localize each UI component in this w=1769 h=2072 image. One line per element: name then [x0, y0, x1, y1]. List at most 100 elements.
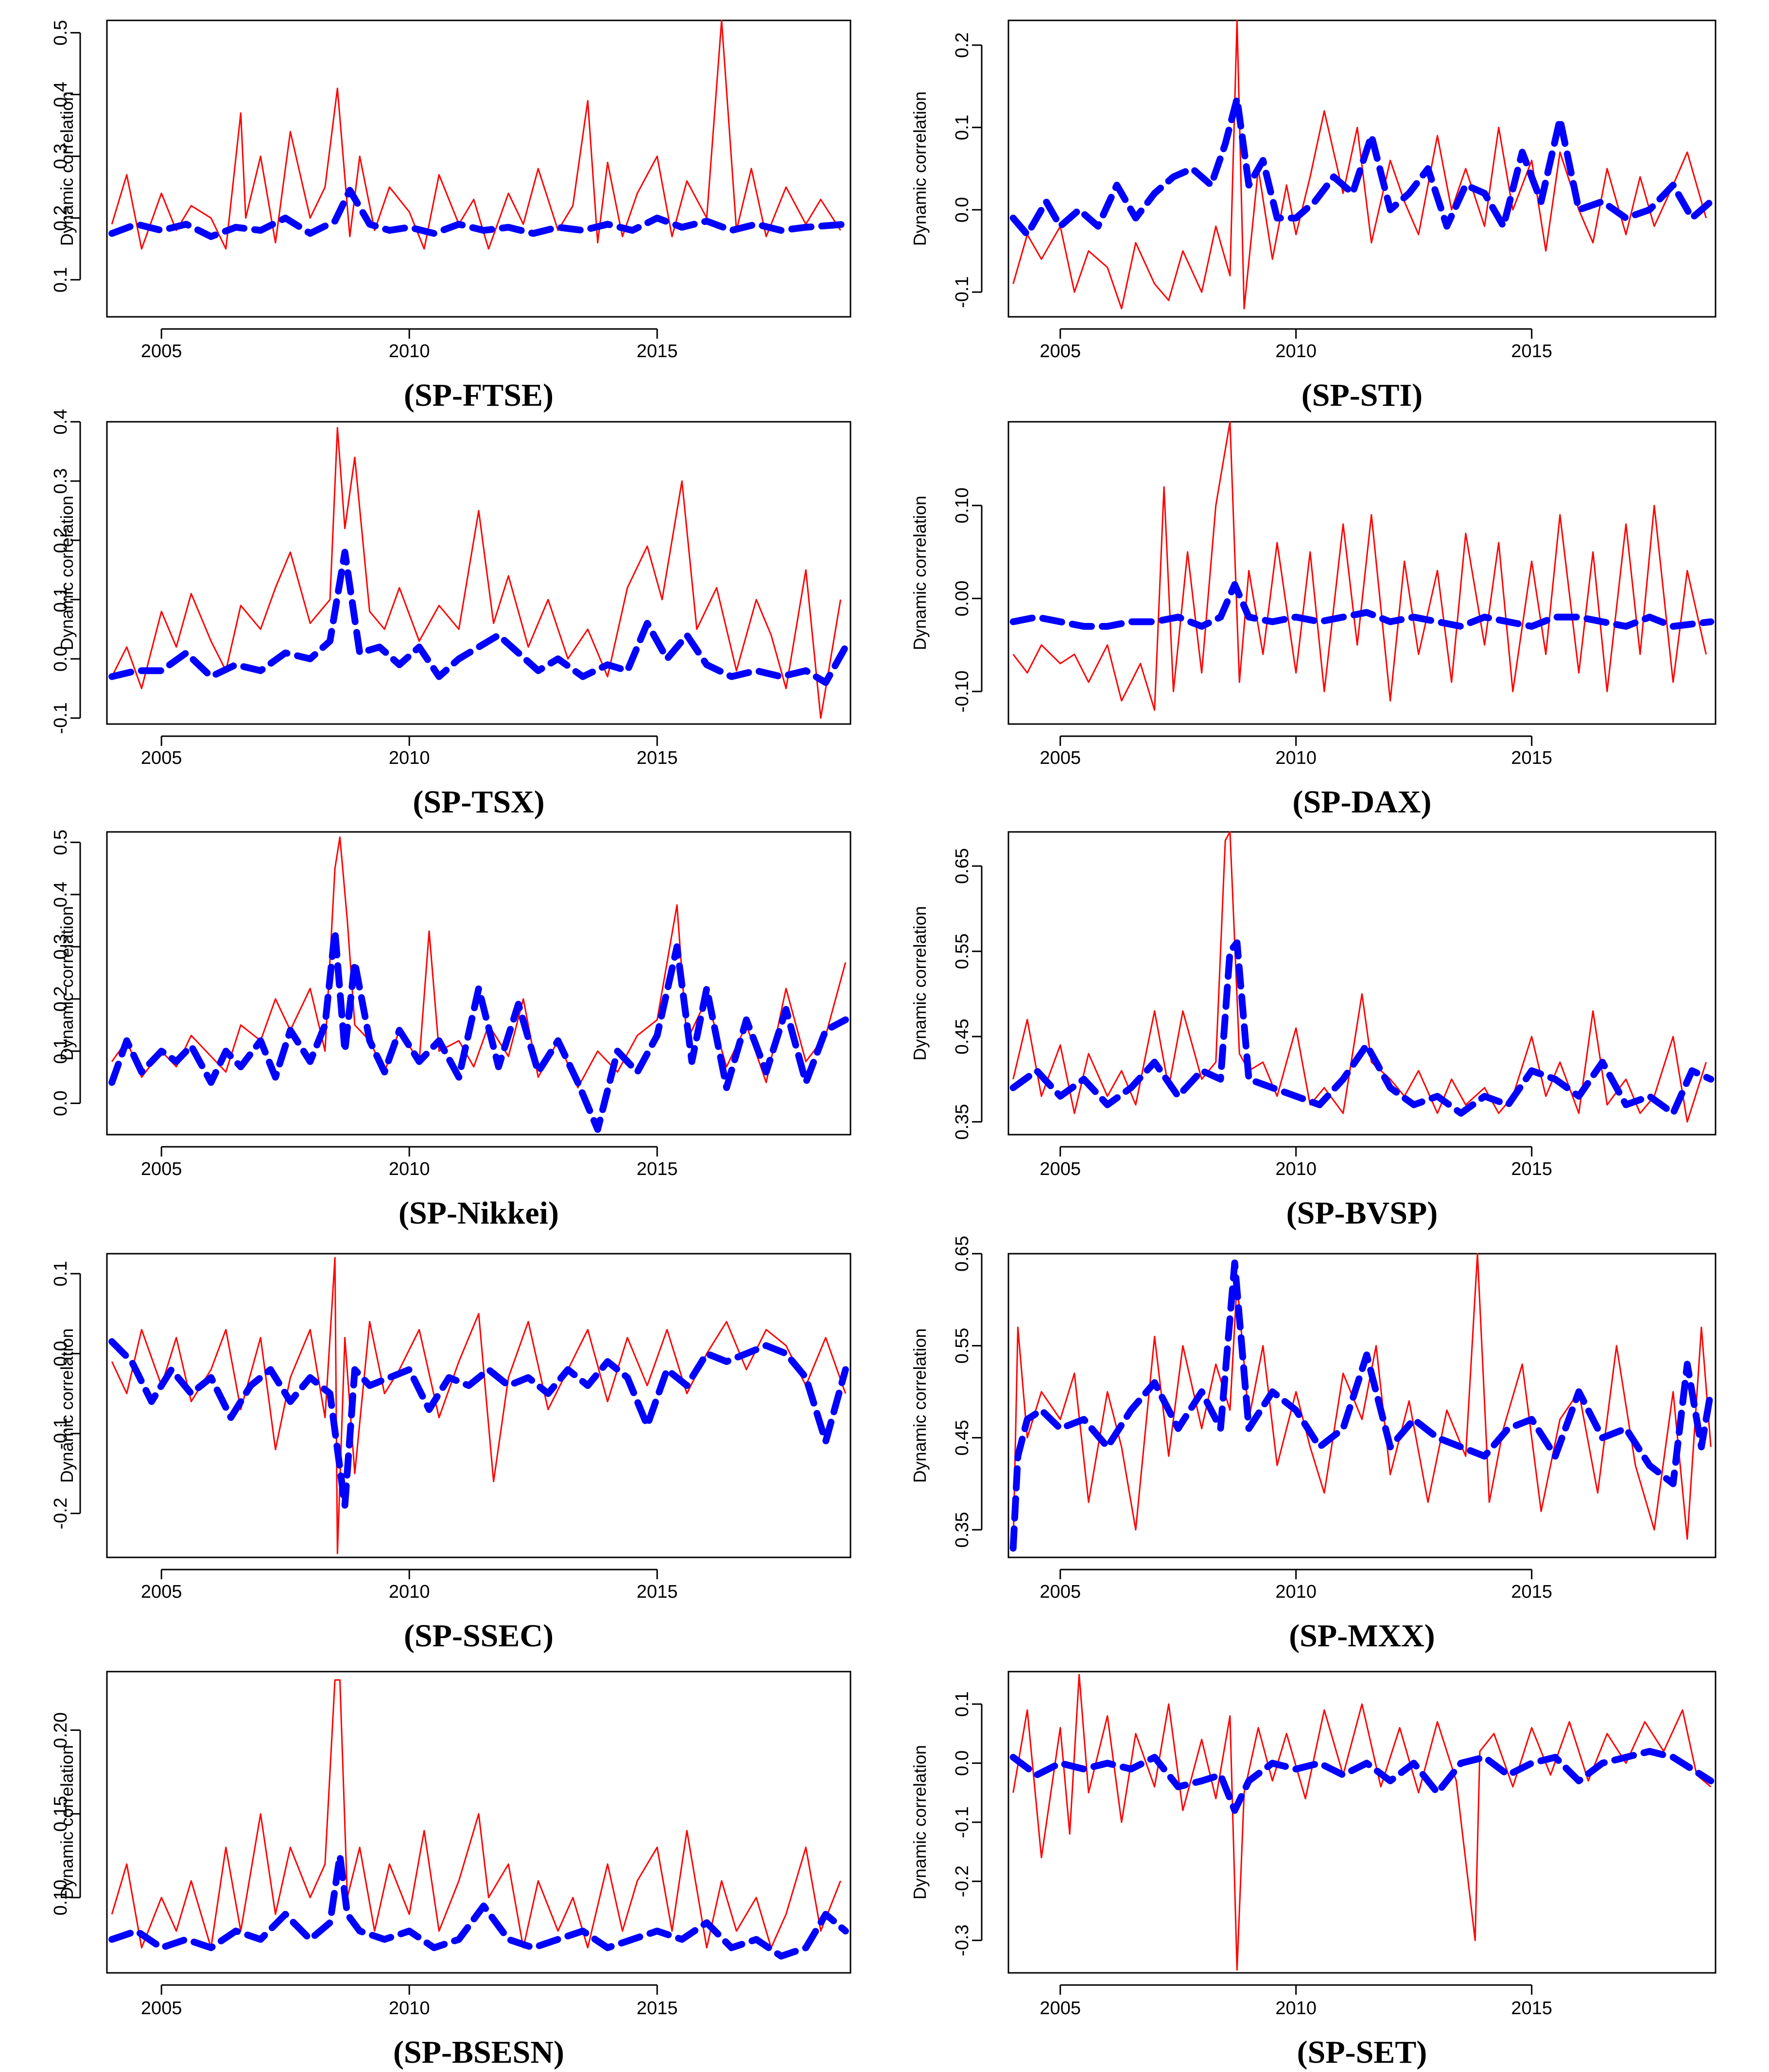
x-tick-label: 2010	[389, 748, 430, 768]
y-tick-label: 0.2	[952, 32, 972, 58]
panel-sp-tsx: -0.1 0.0 0.1 0.2 0.3 0.4 2005 2010 2015 Dynamic c…	[51, 409, 851, 820]
y-tick-label: 0.00	[952, 581, 972, 617]
y-tick-label: 0.0	[952, 197, 972, 223]
y-tick-label: 0.4	[51, 409, 71, 435]
panel-caption: (SP-DAX)	[1293, 784, 1432, 820]
panel-sp-bsesn: 0.10 0.15 0.20 2005 2010 2015 Dynamic correlat…	[51, 1671, 851, 2070]
y-tick-label: 0.1	[51, 587, 71, 612]
panel-sp-set: -0.3 -0.2 -0.1 0.0 0.1 2005 2010 2015 Dynamic co…	[910, 1671, 1717, 2070]
y-tick-label: 0.3	[51, 143, 71, 169]
plot-frame	[1007, 831, 1717, 1136]
plot-frame	[1007, 19, 1717, 318]
x-tick-label: 2005	[1040, 1998, 1081, 2019]
correlation-line-sp-tsx	[111, 427, 842, 719]
panel-sp-dax: -0.10 0.00 0.10 2005 2010 2015 Dynamic correla…	[910, 421, 1717, 820]
panel-caption: (SP-TSX)	[413, 784, 544, 820]
y-tick-label: -0.1	[952, 1806, 972, 1838]
y-tick-label: -0.10	[952, 671, 972, 713]
y-axis-title: Dynamic correlation	[57, 1745, 77, 1899]
y-tick-label: 0.55	[952, 933, 972, 969]
x-tick-label: 2005	[141, 1582, 182, 1602]
x-tick-label: 2005	[1040, 341, 1081, 362]
y-axis-title: Dynamic correlation	[910, 91, 930, 246]
y-tick-label: 0.10	[51, 1880, 71, 1916]
y-tick-label: 0.5	[51, 829, 71, 855]
x-tick-label: 2010	[1275, 748, 1317, 768]
panel-caption: (SP-STI)	[1301, 378, 1422, 413]
correlation-line-sp-dax	[1012, 421, 1707, 711]
y-tick-label: 0.20	[51, 1712, 71, 1748]
x-tick-label: 2010	[389, 1998, 430, 2019]
x-tick-label: 2015	[637, 748, 678, 768]
y-tick-label: 0.5	[51, 20, 71, 46]
panel-sp-bvsp: 0.35 0.45 0.55 0.65 2005 2010 2015 Dynamic corr…	[910, 831, 1717, 1231]
panel-caption: (SP-SSEC)	[404, 1618, 554, 1654]
panel-sp-ssec: -0.2 -0.1 0.0 0.1 2005 2010 2015 Dynamic correl…	[51, 1253, 851, 1654]
y-tick-label: 0.2	[51, 986, 71, 1012]
x-tick-label: 2015	[637, 1159, 678, 1179]
panel-caption: (SP-BVSP)	[1286, 1195, 1438, 1231]
x-tick-label: 2010	[1275, 1998, 1317, 2019]
y-tick-label: 0.0	[51, 646, 71, 672]
y-tick-label: 0.2	[51, 528, 71, 553]
y-axis-title: Dynamic correlation	[910, 906, 930, 1060]
y-axis-title: Dynamic correlation	[57, 496, 77, 650]
y-tick-label: -0.3	[952, 1924, 972, 1956]
plot-frame	[106, 831, 851, 1136]
y-axis-title: Dynamic correlation	[57, 906, 77, 1060]
y-tick-label: 0.0	[952, 1750, 972, 1776]
y-tick-label: 0.45	[952, 1420, 972, 1456]
trend-line-sp-ftse	[108, 187, 849, 240]
x-tick-label: 2005	[141, 1998, 182, 2019]
x-tick-label: 2005	[1040, 748, 1081, 768]
x-tick-label: 2015	[1511, 1998, 1552, 2019]
panel-sp-mxx: 0.35 0.45 0.55 0.65 2005 2010 2015 Dynamic corr…	[910, 1236, 1717, 1654]
correlation-line-sp-bvsp	[1012, 831, 1707, 1123]
correlation-line-sp-ftse	[111, 19, 841, 250]
y-tick-label: 0.65	[952, 848, 972, 884]
panel-caption: (SP-FTSE)	[404, 378, 554, 413]
x-tick-label: 2015	[637, 1998, 678, 2019]
panel-sp-sti: -0.1 0.0 0.1 0.2 2005 2010 2015 Dynamic correla…	[910, 19, 1717, 413]
panel-caption: (SP-MXX)	[1289, 1618, 1435, 1654]
y-axis-title: Dynamic correlation	[910, 1745, 930, 1899]
correlation-line-sp-mxx	[1012, 1253, 1712, 1549]
y-tick-label: 0.1	[952, 1691, 972, 1717]
x-tick-label: 2015	[637, 1582, 678, 1602]
y-tick-label: 0.35	[952, 1512, 972, 1548]
y-tick-label: 0.55	[952, 1328, 972, 1364]
correlation-line-sp-bsesn	[111, 1679, 841, 1949]
y-tick-label: 0.1	[952, 115, 972, 140]
y-tick-label: 0.1	[51, 1261, 71, 1287]
y-tick-label: -0.1	[51, 702, 71, 734]
y-tick-label: -0.1	[51, 1417, 71, 1449]
correlation-line-sp-sti	[1012, 19, 1707, 310]
y-tick-label: 0.10	[952, 487, 972, 523]
y-tick-label: 0.1	[51, 267, 71, 293]
x-tick-label: 2010	[389, 1582, 430, 1602]
y-tick-label: 0.0	[51, 1090, 71, 1116]
y-axis-title: Dynamic correlation	[910, 1328, 930, 1483]
x-tick-label: 2005	[1040, 1159, 1081, 1179]
y-tick-label: 0.65	[952, 1236, 972, 1272]
x-tick-label: 2015	[1511, 1582, 1552, 1602]
y-tick-label: 0.45	[952, 1019, 972, 1054]
trend-line-sp-set	[1009, 1748, 1715, 1814]
trend-line-sp-dax	[1009, 581, 1715, 630]
y-tick-label: -0.2	[952, 1865, 972, 1897]
y-tick-label: 0.2	[51, 205, 71, 231]
plot-frame	[106, 19, 851, 318]
panel-caption: (SP-SET)	[1297, 2035, 1427, 2070]
x-tick-label: 2005	[141, 341, 182, 362]
plot-frame	[106, 1671, 851, 1974]
y-axis-title: Dynamic correlation	[57, 91, 77, 246]
x-tick-label: 2010	[389, 1159, 430, 1179]
plot-frame	[1007, 421, 1717, 725]
panel-caption: (SP-BSESN)	[393, 2035, 564, 2070]
y-tick-label: 0.35	[952, 1104, 972, 1140]
panel-sp-nikkei: 0.0 0.1 0.2 0.3 0.4 0.5 2005 2010 2015 Dynamic co…	[51, 829, 851, 1231]
y-tick-label: -0.2	[51, 1498, 71, 1529]
trend-line-sp-tsx	[108, 549, 849, 686]
x-tick-label: 2010	[1275, 341, 1317, 362]
plot-frame	[1007, 1253, 1717, 1558]
